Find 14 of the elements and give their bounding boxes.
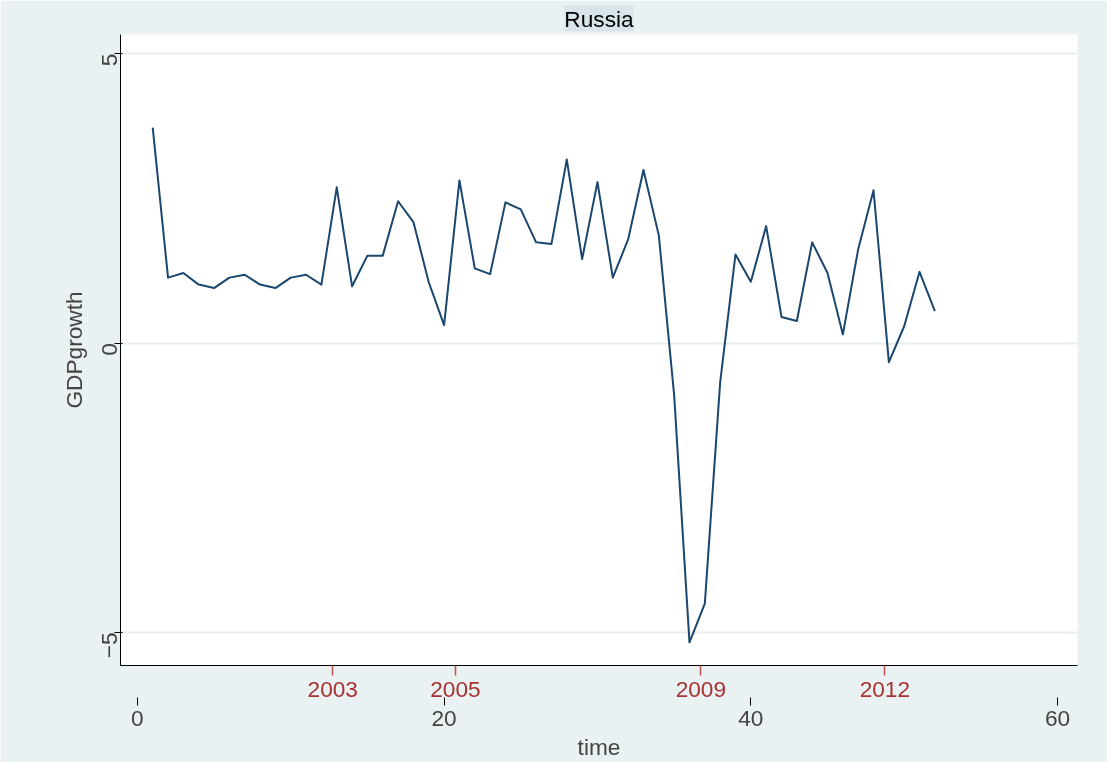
- y-tick-label: 5: [96, 53, 122, 67]
- chart-title: Russia: [564, 5, 635, 32]
- x2-tick-label: 2012: [859, 675, 911, 702]
- x-axis-title: time: [577, 733, 621, 760]
- y-axis-title: GDPgrowth: [60, 291, 87, 409]
- y-tick-label: −5: [96, 632, 122, 659]
- x-tick-label: 20: [431, 704, 457, 731]
- x-tick-label: 60: [1044, 704, 1071, 731]
- y-tick-label: 0: [96, 343, 122, 356]
- x2-tick-label: 2003: [307, 675, 358, 702]
- x-tick-label: 40: [738, 704, 764, 731]
- x2-tick-label: 2005: [430, 675, 481, 702]
- x-tick-label: 0: [131, 704, 144, 731]
- x2-tick-label: 2009: [675, 675, 727, 702]
